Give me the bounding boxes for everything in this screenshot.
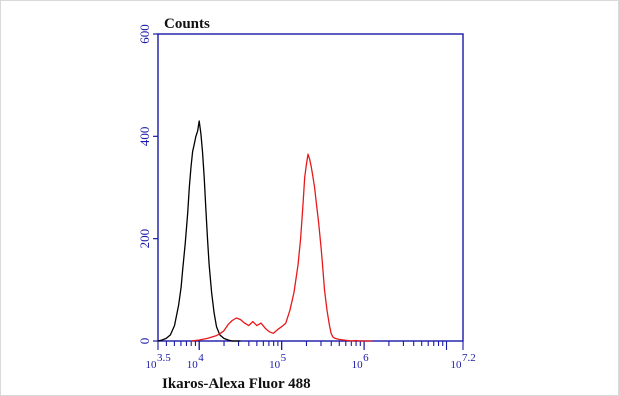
y-tick-label: 0 [137, 338, 152, 345]
x-tick-label: 103.5 [146, 352, 172, 371]
x-axis-title: Ikaros-Alexa Fluor 488 [162, 376, 311, 392]
x-tick-base: 10 [146, 359, 158, 371]
x-tick-base: 10 [451, 359, 463, 371]
x-tick-label: 105 [269, 352, 287, 371]
series-line-red [190, 153, 373, 342]
x-tick-exponent: 3.5 [157, 352, 171, 364]
x-tick-base: 10 [187, 359, 199, 371]
y-tick-label: 200 [137, 229, 152, 249]
y-tick-label: 600 [137, 24, 152, 44]
x-tick-base: 10 [269, 359, 281, 371]
x-tick-label: 106 [352, 352, 370, 371]
x-tick-exponent: 5 [281, 352, 287, 364]
x-tick-exponent: 6 [363, 352, 369, 364]
y-axis-title: Counts [164, 16, 210, 32]
x-tick-exponent: 4 [198, 352, 204, 364]
y-axis-ticks: 0 200 400 600 [137, 24, 158, 344]
y-tick-label: 400 [137, 127, 152, 147]
x-tick-base: 10 [352, 359, 364, 371]
x-tick-exponent: 7.2 [462, 352, 476, 364]
series-layer [157, 120, 373, 342]
plot-area [157, 33, 464, 342]
series-line-black [157, 120, 241, 342]
x-tick-label: 107.2 [451, 352, 476, 371]
x-tick-label: 104 [187, 352, 205, 371]
